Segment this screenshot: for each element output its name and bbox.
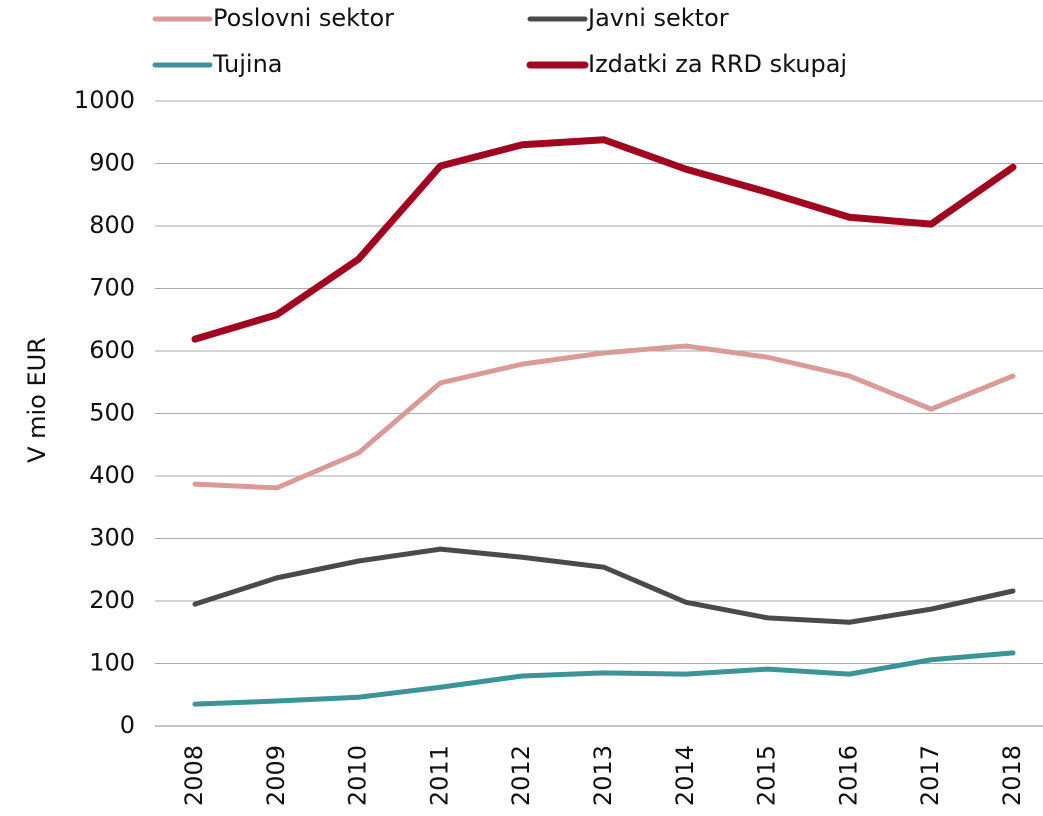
x-tick-label: 2017 xyxy=(916,745,944,806)
y-tick-label: 500 xyxy=(89,399,135,427)
legend-label: Poslovni sektor xyxy=(213,4,394,32)
y-tick-label: 600 xyxy=(89,336,135,364)
y-axis-label: V mio EUR xyxy=(23,337,51,463)
series-line xyxy=(192,343,1016,491)
x-tick-label: 2010 xyxy=(344,745,372,806)
y-tick-label: 1000 xyxy=(74,86,135,114)
legend-label: Izdatki za RRD skupaj xyxy=(588,50,847,78)
x-tick-label: 2009 xyxy=(262,745,290,806)
x-tick-label: 2008 xyxy=(180,745,208,806)
x-tick-label: 2011 xyxy=(425,745,453,806)
y-tick-label: 100 xyxy=(89,649,135,677)
x-tick-label: 2016 xyxy=(834,745,862,806)
y-tick-label: 400 xyxy=(89,461,135,489)
series-line xyxy=(192,546,1016,625)
series-line xyxy=(192,650,1016,707)
y-tick-label: 300 xyxy=(89,524,135,552)
y-tick-label: 200 xyxy=(89,586,135,614)
y-tick-label: 800 xyxy=(89,211,135,239)
x-tick-label: 2012 xyxy=(507,745,535,806)
x-tick-label: 2015 xyxy=(753,745,781,806)
legend-label: Tujina xyxy=(212,50,282,78)
x-tick-label: 2018 xyxy=(998,745,1026,806)
y-tick-label: 900 xyxy=(89,149,135,177)
y-tick-label: 700 xyxy=(89,274,135,302)
y-tick-label: 0 xyxy=(120,711,135,739)
x-tick-label: 2014 xyxy=(671,745,699,806)
x-tick-label: 2013 xyxy=(589,745,617,806)
series-line xyxy=(191,136,1017,343)
legend-label: Javni sektor xyxy=(586,4,729,32)
